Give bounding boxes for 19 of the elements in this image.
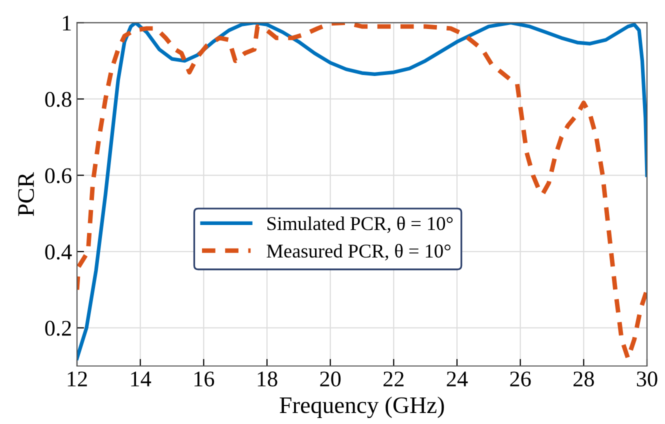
y-tick-label: 0.2 [45,320,71,336]
legend-label: Measured PCR, θ = 10° [266,244,450,260]
x-tick-label: 30 [636,372,658,386]
x-tick-label: 18 [258,372,278,386]
x-axis-title: Frequency (GHz) [280,396,444,418]
x-tick-label: 24 [446,372,468,386]
y-tick-label: 0.4 [45,244,72,260]
x-tick-label: 12 [68,372,87,386]
y-tick-label: 1 [62,16,71,30]
x-tick-label: 16 [194,372,214,386]
y-axis-title: PCR [18,172,34,216]
x-tick-label: 22 [384,372,404,386]
y-tick-label: 0.8 [45,92,72,108]
y-tick-label: 0.6 [45,168,72,184]
x-tick-label: 20 [320,372,341,386]
x-tick-label: 28 [574,372,594,386]
x-tick-label: 26 [510,372,531,386]
x-tick-label: 14 [131,372,152,386]
legend-label: Simulated PCR, θ = 10° [267,216,453,233]
